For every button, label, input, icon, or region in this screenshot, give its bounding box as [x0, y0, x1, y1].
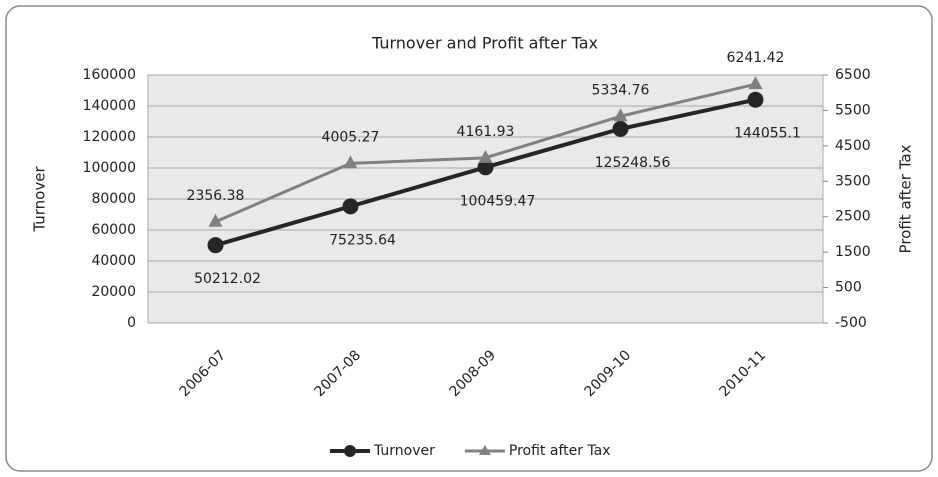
y-tick-label: 0: [127, 315, 136, 331]
y2-tick-label: 3500: [835, 173, 871, 189]
y2-tick-label: 500: [835, 280, 862, 296]
y2-axis-title: Profit after Tax: [897, 144, 915, 253]
marker: [748, 76, 763, 90]
legend-label: Turnover: [373, 443, 435, 459]
marker: [477, 159, 494, 176]
y-tick-label: 120000: [83, 129, 136, 145]
data-label: 100459.47: [460, 193, 536, 209]
data-label: 5334.76: [592, 82, 650, 98]
data-label: 2356.38: [187, 188, 245, 204]
marker: [612, 120, 629, 137]
chart-title: Turnover and Profit after Tax: [371, 34, 598, 53]
y-axis-title: Turnover: [31, 166, 49, 233]
marker: [208, 213, 223, 227]
data-label: 4005.27: [322, 129, 380, 145]
y-tick-label: 100000: [83, 160, 136, 176]
data-label: 4161.93: [457, 124, 515, 140]
marker: [207, 237, 224, 254]
y-tick-label: 60000: [91, 222, 136, 238]
legend-marker: [478, 445, 491, 455]
data-label: 6241.42: [727, 50, 785, 66]
y2-tick-label: 4500: [835, 138, 871, 154]
data-label: 144055.1: [734, 126, 801, 142]
y2-tick-label: 6500: [835, 67, 871, 83]
legend-label: Profit after Tax: [509, 443, 611, 459]
y2-tick-label: 5500: [835, 102, 871, 118]
data-label: 125248.56: [595, 155, 671, 171]
y2-tick-label: 2500: [835, 209, 871, 225]
marker: [343, 155, 358, 169]
data-label: 50212.02: [194, 271, 261, 287]
y2-tick-label: -500: [835, 315, 867, 331]
y-tick-label: 140000: [83, 98, 136, 114]
y-tick-label: 40000: [91, 253, 136, 269]
marker: [613, 108, 628, 122]
legend-marker: [344, 445, 356, 457]
marker: [747, 91, 764, 108]
y-tick-label: 80000: [91, 191, 136, 207]
y-tick-label: 20000: [91, 284, 136, 300]
marker: [342, 198, 359, 215]
data-label: 75235.64: [329, 232, 396, 248]
y2-tick-label: 1500: [835, 244, 871, 260]
y-tick-label: 160000: [83, 67, 136, 83]
marker: [478, 149, 493, 163]
